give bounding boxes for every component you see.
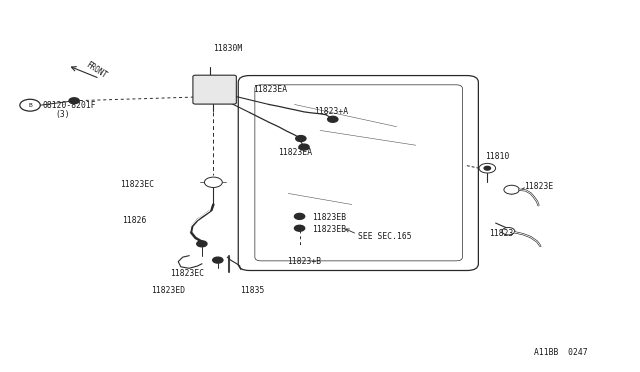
Circle shape: [504, 185, 519, 194]
Circle shape: [225, 92, 236, 98]
Text: (3): (3): [55, 110, 70, 119]
Text: 11823ED: 11823ED: [152, 286, 186, 295]
Circle shape: [20, 99, 40, 111]
Text: 08120-8201F: 08120-8201F: [42, 101, 96, 110]
Text: 11823E: 11823E: [524, 182, 554, 191]
Text: 11823EC: 11823EC: [170, 269, 204, 278]
Circle shape: [196, 241, 207, 247]
Text: 11823EA: 11823EA: [278, 148, 312, 157]
Text: A11BB  0247: A11BB 0247: [534, 347, 588, 356]
Text: 11823+B: 11823+B: [287, 257, 321, 266]
Circle shape: [204, 177, 222, 187]
Text: 11823: 11823: [489, 229, 514, 238]
Text: 11826: 11826: [122, 216, 147, 225]
Text: SEE SEC.165: SEE SEC.165: [358, 231, 412, 241]
Circle shape: [328, 116, 338, 122]
Text: B: B: [28, 103, 32, 108]
Circle shape: [294, 214, 305, 219]
Circle shape: [484, 166, 490, 170]
Text: 11823EB: 11823EB: [312, 225, 346, 234]
Circle shape: [502, 228, 515, 235]
Text: 11823+A: 11823+A: [314, 108, 348, 116]
Circle shape: [299, 144, 309, 150]
Text: 11823EA: 11823EA: [253, 85, 287, 94]
Circle shape: [69, 98, 79, 104]
FancyBboxPatch shape: [193, 75, 236, 104]
Circle shape: [296, 136, 306, 141]
Circle shape: [212, 257, 223, 263]
Circle shape: [479, 163, 495, 173]
Circle shape: [294, 225, 305, 231]
FancyBboxPatch shape: [238, 76, 478, 270]
Text: 11810: 11810: [484, 152, 509, 161]
Text: 11823EB: 11823EB: [312, 213, 346, 222]
Text: FRONT: FRONT: [84, 60, 109, 80]
Text: 11835: 11835: [240, 286, 264, 295]
Text: 11823EC: 11823EC: [120, 180, 154, 189]
Text: 11830M: 11830M: [212, 44, 242, 53]
